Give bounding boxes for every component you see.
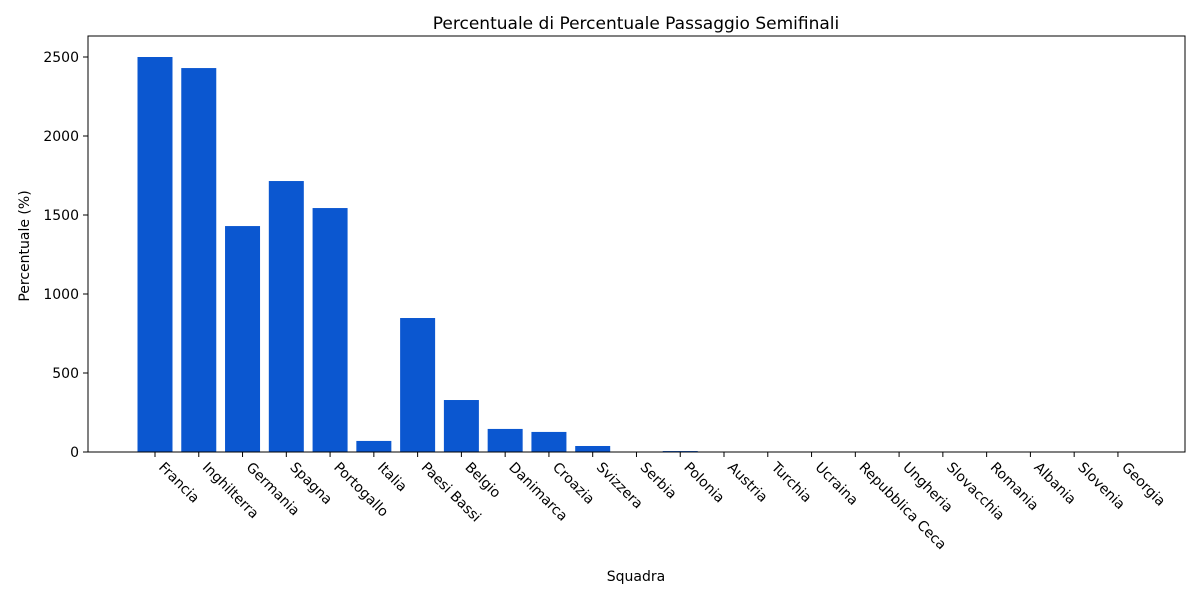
y-tick-label: 2500 <box>43 50 79 66</box>
x-tick-label: Austria <box>724 460 770 506</box>
x-tick-label: Belgio <box>462 460 504 502</box>
chart-title: Percentuale di Percentuale Passaggio Sem… <box>433 14 839 34</box>
x-tick-label: Polonia <box>680 460 727 507</box>
x-tick-label: Ucraina <box>812 460 861 509</box>
bar-svizzera <box>575 445 611 452</box>
x-tick-label: Turchia <box>767 459 814 506</box>
y-tick-label: 0 <box>70 445 79 461</box>
plot-frame <box>87 35 1186 453</box>
bar-belgio <box>443 400 479 452</box>
y-axis-label: Percentuale (%) <box>17 190 33 301</box>
y-tick-label: 500 <box>52 366 79 382</box>
x-tick-label: Slovenia <box>1074 460 1127 513</box>
y-tick-label: 1000 <box>43 287 79 303</box>
bar-croazia <box>531 431 567 452</box>
bar-danimarca <box>487 428 523 452</box>
bar-inghilterra <box>181 68 217 452</box>
bar-germania <box>225 226 261 452</box>
bar-spagna <box>268 181 304 452</box>
bar-paesi-bassi <box>400 318 436 452</box>
bar-portogallo <box>312 208 348 452</box>
x-tick-label: Serbia <box>637 460 680 503</box>
x-axis-label: Squadra <box>607 569 665 585</box>
bar-francia <box>137 57 173 452</box>
bar-italia <box>356 440 392 452</box>
x-tick-label: Svizzera <box>593 460 646 513</box>
x-tick-label: Francia <box>155 460 202 507</box>
y-tick-label: 1500 <box>43 208 79 224</box>
y-tick-label: 2000 <box>43 129 79 145</box>
x-tick-label: Italia <box>374 460 410 496</box>
